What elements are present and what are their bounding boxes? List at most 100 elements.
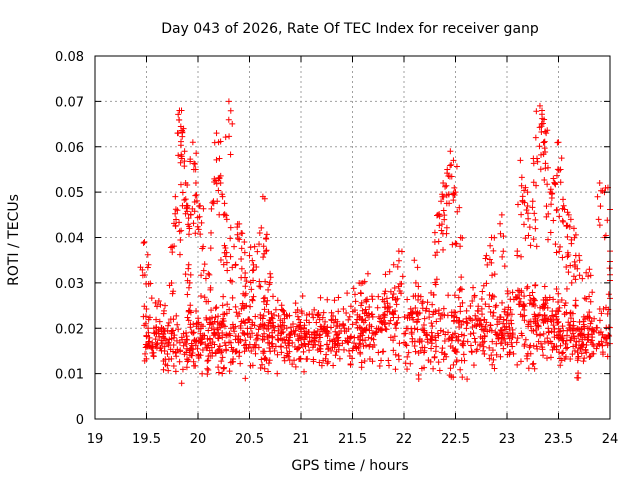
data-point xyxy=(556,304,563,311)
data-point xyxy=(404,353,411,360)
data-point xyxy=(199,370,206,377)
data-point xyxy=(525,365,532,372)
data-point xyxy=(227,107,234,114)
data-point xyxy=(238,274,245,281)
data-point xyxy=(244,331,251,338)
data-point xyxy=(250,344,257,351)
data-point xyxy=(421,344,428,351)
data-point xyxy=(266,281,273,288)
data-point xyxy=(221,339,228,346)
data-point xyxy=(334,341,341,348)
data-point xyxy=(438,227,445,234)
data-point xyxy=(457,308,464,315)
data-point xyxy=(218,348,225,355)
data-point xyxy=(195,325,202,332)
data-point xyxy=(213,304,220,311)
data-point xyxy=(581,334,588,341)
data-point xyxy=(375,313,382,320)
data-point xyxy=(431,229,438,236)
data-point xyxy=(263,301,270,308)
data-point xyxy=(408,329,415,336)
data-point xyxy=(530,360,537,367)
data-point xyxy=(396,340,403,347)
data-point xyxy=(198,219,205,226)
data-point xyxy=(366,355,373,362)
data-point xyxy=(318,362,325,369)
data-point xyxy=(331,297,338,304)
data-point xyxy=(194,345,201,352)
data-point xyxy=(542,294,549,301)
data-point xyxy=(487,322,494,329)
data-point xyxy=(585,273,592,280)
data-point xyxy=(145,280,152,287)
data-point xyxy=(596,222,603,229)
data-point xyxy=(141,271,148,278)
data-point xyxy=(395,257,402,264)
data-point xyxy=(179,202,186,209)
data-point xyxy=(308,338,315,345)
data-point xyxy=(199,347,206,354)
data-point xyxy=(532,134,539,141)
data-point xyxy=(197,340,204,347)
data-point xyxy=(477,341,484,348)
data-point xyxy=(358,364,365,371)
data-point xyxy=(214,319,221,326)
data-point xyxy=(440,305,447,312)
data-point xyxy=(564,209,571,216)
data-point xyxy=(303,330,310,337)
data-point xyxy=(520,302,527,309)
data-point xyxy=(249,267,256,274)
data-point xyxy=(576,272,583,279)
data-point xyxy=(438,349,445,356)
data-point xyxy=(259,361,266,368)
data-point xyxy=(165,340,172,347)
data-point xyxy=(266,357,273,364)
data-point xyxy=(184,291,191,298)
data-point xyxy=(550,322,557,329)
data-point xyxy=(368,293,375,300)
data-point xyxy=(177,348,184,355)
data-point xyxy=(193,320,200,327)
data-point xyxy=(369,296,376,303)
data-point xyxy=(350,285,357,292)
data-point xyxy=(528,327,535,334)
data-point xyxy=(489,292,496,299)
data-point xyxy=(340,346,347,353)
data-point xyxy=(349,321,356,328)
data-point xyxy=(161,348,168,355)
data-point xyxy=(578,350,585,357)
data-point xyxy=(590,327,597,334)
data-point xyxy=(558,296,565,303)
data-point xyxy=(390,337,397,344)
data-point xyxy=(257,364,264,371)
data-point xyxy=(548,340,555,347)
data-point xyxy=(415,283,422,290)
data-point xyxy=(170,342,177,349)
data-point xyxy=(572,297,579,304)
data-point xyxy=(226,306,233,313)
data-point xyxy=(391,285,398,292)
data-point xyxy=(532,282,539,289)
data-point xyxy=(238,229,245,236)
data-point xyxy=(594,342,601,349)
data-point xyxy=(523,285,530,292)
data-point xyxy=(357,324,364,331)
data-point xyxy=(233,348,240,355)
data-point xyxy=(412,279,419,286)
data-point xyxy=(453,334,460,341)
data-point xyxy=(574,357,581,364)
data-point xyxy=(431,239,438,246)
data-point xyxy=(567,355,574,362)
data-point xyxy=(516,288,523,295)
data-point xyxy=(408,325,415,332)
data-point xyxy=(261,306,268,313)
data-point xyxy=(180,342,187,349)
data-point xyxy=(187,345,194,352)
data-point xyxy=(580,358,587,365)
data-point xyxy=(184,314,191,321)
data-point xyxy=(198,339,205,346)
data-point xyxy=(504,310,511,317)
data-point xyxy=(172,223,179,230)
data-point xyxy=(193,191,200,198)
data-point xyxy=(247,303,254,310)
